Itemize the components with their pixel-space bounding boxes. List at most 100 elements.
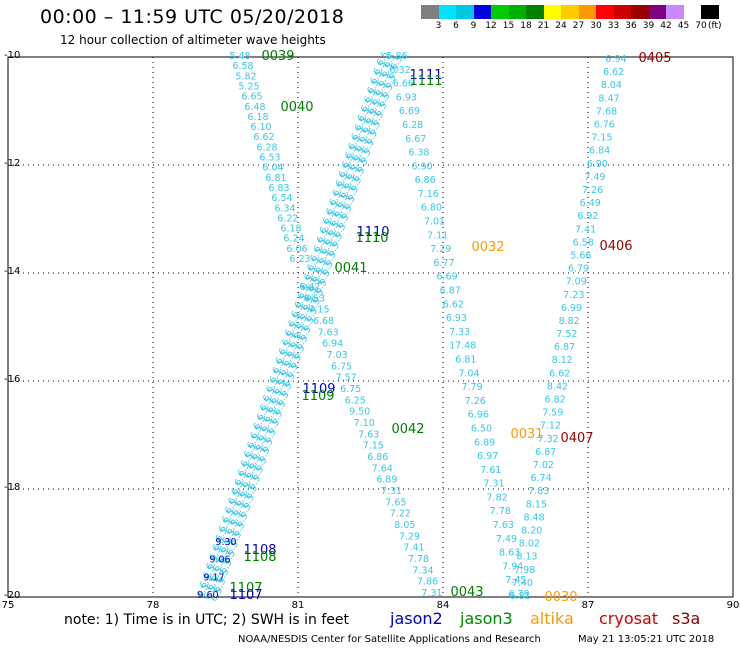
legend-swatch — [456, 5, 474, 19]
legend-swatch — [701, 5, 719, 19]
grid-layer — [7, 56, 734, 598]
track-d-value: 8.02 — [519, 539, 540, 550]
track-a-value: 6.53 — [259, 153, 280, 164]
track-d-value: 7.98 — [514, 565, 535, 576]
legend-label: 30 — [590, 21, 602, 31]
track-a-value: 6.81 — [265, 173, 286, 184]
track-d-value: 7.09 — [566, 277, 587, 288]
track-d-value: 6.84 — [589, 146, 610, 157]
footer-note: note: 1) Time is in UTC; 2) SWH is in fe… — [64, 612, 350, 628]
track-c-value: 7.33 — [449, 327, 470, 338]
track-c-value: 7.04 — [458, 368, 479, 379]
track-b-value: 7.86 — [417, 577, 438, 588]
track-a-value: 5.82 — [235, 71, 256, 82]
track-b-value: 7.03 — [327, 350, 348, 361]
track-d-value: 8.47 — [598, 93, 619, 104]
track-e-value: 9.17 — [203, 572, 224, 583]
track-c-value: 7.78 — [490, 506, 511, 517]
legend-label: 70 — [695, 21, 707, 31]
legend-swatch — [438, 5, 456, 19]
track-c-value: 7.49 — [496, 534, 517, 545]
time-label: 1108 — [243, 543, 276, 558]
legend-swatch — [421, 5, 439, 19]
track-c-value: 6.86 — [415, 175, 436, 186]
satellite-legend-s3a: s3a — [672, 609, 701, 628]
track-a-value: 6.83 — [268, 183, 289, 194]
footer-date: May 21 13:05:21 UTC 2018 — [578, 634, 715, 645]
time-label: 1111 — [409, 74, 442, 89]
track-d-value: 7.12 — [540, 421, 561, 432]
track-b-value: 7.31 — [381, 486, 402, 497]
track-d-value: 7.32 — [538, 434, 559, 445]
chart-title: 00:00 – 11:59 UTC 05/20/2018 — [40, 6, 345, 28]
track-d-value: 7.15 — [591, 133, 612, 144]
time-label: 1109 — [302, 382, 335, 397]
track-d-value: 8.48 — [523, 512, 544, 523]
track-b-value: 6.75 — [340, 384, 361, 395]
track-c-value: 6.69 — [436, 272, 457, 283]
legend-swatch — [491, 5, 509, 19]
track-d-value: 6.58 — [573, 237, 594, 248]
legend-swatch — [473, 5, 491, 19]
satellite-legend-altika: altika — [530, 609, 574, 628]
legend-swatch — [578, 5, 596, 19]
legend-swatch — [526, 5, 544, 19]
track-b-value: 7.29 — [399, 531, 420, 542]
track-d-value: 7.59 — [542, 408, 563, 419]
track-d-value: 6.87 — [554, 342, 575, 353]
satellite-legend-cryosat: cryosat — [599, 609, 659, 628]
track-d-value: 6.62 — [603, 67, 624, 78]
track-c-value: 6.89 — [474, 437, 495, 448]
time-label: 1107 — [229, 581, 262, 596]
track-e-value: 9.60 — [197, 590, 218, 601]
track-a-value: 6.65 — [241, 92, 262, 103]
legend-label: 27 — [572, 21, 585, 31]
track-d-value: 7.23 — [563, 290, 584, 301]
time-label: 1108 — [243, 550, 276, 565]
y-axis-label: -14 — [4, 266, 21, 277]
y-axis-label: -10 — [4, 50, 21, 61]
track-b-value: 9.50 — [349, 407, 370, 418]
track-c-value: 6.32 — [390, 65, 411, 76]
time-label: 0043 — [450, 585, 483, 600]
satellite-legend-jason2: jason2 — [390, 609, 443, 628]
track-c-value: 6.90 — [411, 161, 432, 172]
track-a-value: 6.62 — [253, 132, 274, 143]
y-axis-label: -16 — [4, 374, 21, 385]
track-a-value: 6.34 — [274, 203, 295, 214]
track-c-value: 7.63 — [493, 520, 514, 531]
track-c-value: 8.63 — [499, 548, 520, 559]
track-e-value: 9.06 — [209, 555, 230, 566]
footer-credit: NOAA/NESDIS Center for Satellite Applica… — [238, 634, 541, 645]
time-label: 1111 — [409, 68, 442, 83]
time-label: 1110 — [356, 225, 389, 240]
legend-swatch — [508, 5, 526, 19]
time-label: 0405 — [638, 51, 671, 66]
legend-swatch — [631, 5, 649, 19]
legend-unit: (ft) — [708, 21, 722, 31]
track-d-value: 5.66 — [570, 250, 591, 261]
track-d-value: 7.26 — [582, 185, 603, 196]
track-d-value: 6.79 — [568, 264, 589, 275]
track-d-value: 6.49 — [580, 198, 601, 209]
x-axis-label: 81 — [291, 600, 305, 611]
track-b-value: 6.75 — [331, 361, 352, 372]
track-a-value: 6.24 — [283, 234, 304, 245]
track-b-value: 7.57 — [336, 373, 357, 384]
legend-swatch — [596, 5, 614, 19]
legend-swatch — [648, 5, 666, 19]
color-legend-bar — [421, 5, 719, 19]
track-c-value: 6.66 — [393, 79, 414, 90]
track-c-value: 7.82 — [487, 492, 508, 503]
legend-swatch — [561, 5, 579, 19]
time-label: 1107 — [229, 588, 262, 603]
y-axis-label: -18 — [4, 482, 21, 493]
track-b-value: 7.31 — [421, 588, 442, 599]
track-a-value: 6.23 — [289, 254, 310, 265]
track-e-value: 9.30 — [215, 537, 236, 548]
track-a-value: 6.18 — [280, 224, 301, 235]
track-b-value: 6.89 — [376, 475, 397, 486]
track-d-value: 8.82 — [559, 316, 580, 327]
track-d-value: 7.83 — [528, 486, 549, 497]
track-d-value: 7.52 — [556, 329, 577, 340]
